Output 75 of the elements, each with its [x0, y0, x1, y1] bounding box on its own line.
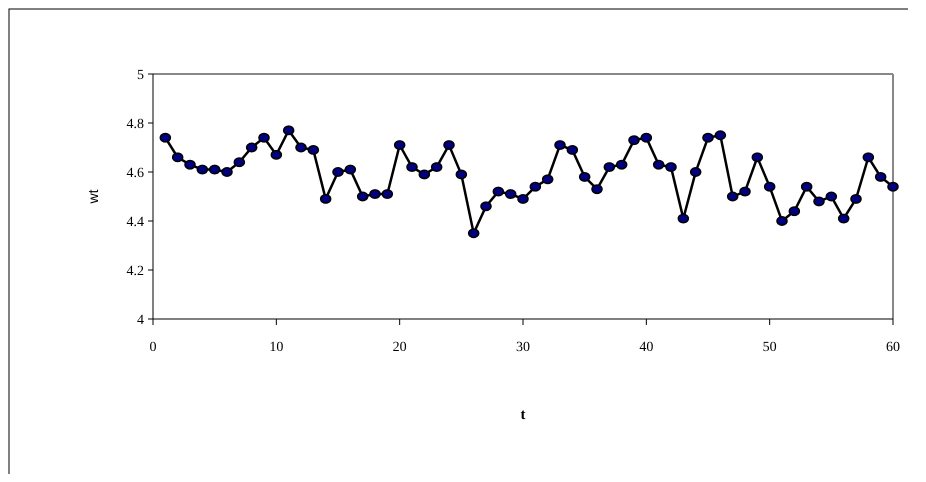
point	[332, 167, 344, 177]
point	[443, 140, 455, 150]
point	[308, 145, 320, 155]
point	[652, 160, 664, 170]
point	[172, 152, 184, 162]
point	[344, 164, 356, 174]
point	[418, 170, 430, 180]
point	[813, 196, 825, 206]
point	[246, 142, 258, 152]
point	[430, 162, 442, 172]
point	[826, 192, 838, 202]
point	[504, 189, 516, 199]
point	[726, 192, 738, 202]
point	[874, 172, 886, 182]
point	[714, 130, 726, 140]
point	[221, 167, 233, 177]
x-tick-label: 30	[516, 340, 530, 355]
point	[270, 150, 282, 160]
point	[234, 157, 246, 168]
point	[282, 125, 294, 136]
point	[800, 182, 812, 192]
x-tick-label: 10	[269, 340, 284, 355]
point	[356, 192, 368, 202]
point	[406, 162, 418, 172]
point	[578, 172, 590, 182]
point	[616, 160, 628, 170]
point	[554, 140, 566, 150]
point	[530, 182, 542, 192]
point	[542, 174, 554, 184]
point	[752, 152, 764, 162]
x-tick-label: 60	[886, 340, 900, 355]
point	[788, 206, 800, 216]
point	[604, 162, 616, 172]
x-tick-label: 40	[639, 340, 654, 355]
point	[184, 160, 196, 170]
point	[566, 145, 578, 155]
y-tick-label: 4.4	[126, 214, 144, 230]
x-tick-label: 50	[762, 340, 777, 355]
point	[382, 189, 394, 199]
point	[295, 142, 307, 152]
x-axis-title: t	[520, 407, 526, 423]
point	[862, 152, 874, 162]
point	[665, 162, 677, 172]
y-tick-label: 4.6	[126, 166, 144, 181]
point	[628, 135, 640, 146]
point	[850, 194, 862, 204]
point	[690, 167, 702, 177]
point	[702, 132, 714, 143]
point	[160, 132, 172, 143]
point	[369, 189, 381, 199]
point	[492, 186, 504, 197]
point	[640, 132, 652, 143]
point	[320, 194, 332, 204]
point	[196, 164, 208, 174]
point	[258, 132, 270, 143]
y-tick-label: 4	[137, 312, 144, 328]
point	[456, 170, 468, 180]
y-axis-title: wt	[85, 189, 101, 204]
point	[591, 184, 603, 194]
y-tick-label: 4.8	[126, 116, 144, 132]
point	[739, 186, 751, 197]
point	[480, 201, 492, 212]
x-tick-label: 20	[392, 340, 407, 355]
y-tick-label: 4.2	[126, 264, 144, 279]
point	[208, 164, 220, 174]
point	[517, 194, 529, 204]
y-tick-label: 5	[137, 68, 144, 83]
point	[764, 182, 776, 192]
x-tick-label: 0	[150, 340, 156, 355]
point	[678, 214, 690, 224]
point	[394, 140, 406, 150]
point	[838, 214, 850, 224]
point	[468, 228, 480, 238]
point	[776, 216, 788, 226]
point	[887, 182, 899, 192]
